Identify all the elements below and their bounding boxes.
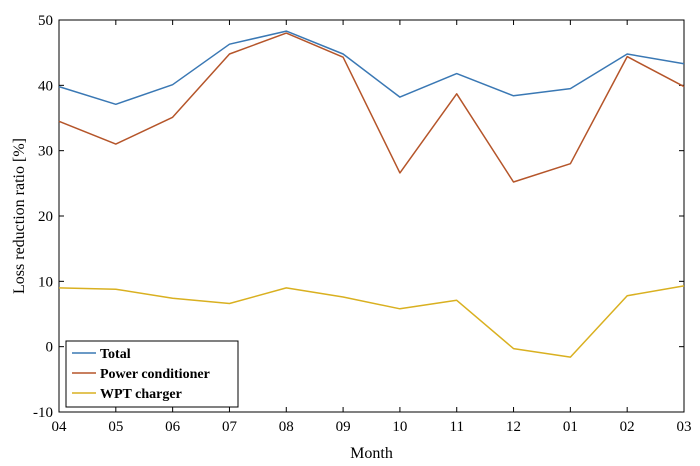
x-tick-label: 11 bbox=[450, 419, 464, 435]
legend-label: Power conditioner bbox=[100, 367, 210, 382]
x-axis: 04 05 06 07 08 09 10 11 12 01 02 03 bbox=[52, 20, 692, 435]
legend: Total Power conditioner WPT charger bbox=[65, 340, 239, 408]
x-tick-label: 12 bbox=[506, 419, 521, 435]
x-tick-label: 09 bbox=[336, 419, 351, 435]
x-tick-label: 05 bbox=[108, 419, 123, 435]
x-tick-label: 01 bbox=[563, 419, 578, 435]
x-tick-label: 04 bbox=[52, 419, 68, 435]
series-line-power-conditioner bbox=[58, 32, 685, 183]
x-axis-title: Month bbox=[350, 445, 393, 462]
legend-label: WPT charger bbox=[100, 387, 182, 402]
x-tick-label: 03 bbox=[677, 419, 692, 435]
legend-box bbox=[65, 340, 239, 408]
y-tick-label: 20 bbox=[38, 209, 53, 225]
legend-label: Total bbox=[100, 347, 131, 362]
y-tick-label: 30 bbox=[38, 144, 53, 160]
series-line-wpt-charger bbox=[58, 285, 685, 358]
y-axis-title: Loss reduction ratio [%] bbox=[11, 138, 28, 294]
y-tick-label: 50 bbox=[38, 13, 53, 29]
y-tick-label: -10 bbox=[33, 405, 53, 421]
y-tick-label: 40 bbox=[38, 78, 53, 94]
x-tick-label: 02 bbox=[620, 419, 635, 435]
x-tick-label: 06 bbox=[165, 419, 181, 435]
y-tick-label: 10 bbox=[38, 274, 53, 290]
series-line-total bbox=[58, 30, 685, 106]
x-tick-label: 08 bbox=[279, 419, 294, 435]
x-tick-label: 10 bbox=[392, 419, 407, 435]
x-tick-label: 07 bbox=[222, 419, 238, 435]
series-layer bbox=[58, 30, 685, 358]
y-axis: -10 0 10 20 30 40 50 bbox=[33, 13, 684, 421]
y-tick-label: 0 bbox=[46, 340, 54, 356]
